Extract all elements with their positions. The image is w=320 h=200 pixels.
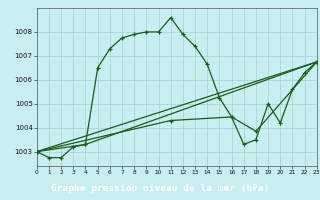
Text: Graphe pression niveau de la mer (hPa): Graphe pression niveau de la mer (hPa)	[51, 184, 269, 193]
